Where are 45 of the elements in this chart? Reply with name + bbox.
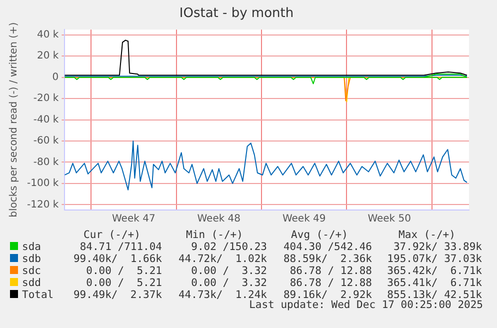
text: 0.00 / 3.32 [190,277,267,289]
text: 0.00 / 5.21 [85,277,162,289]
y-tick-label: -120 k [26,199,59,210]
text: Max (-/+) [398,229,456,241]
text: 0.00 / 5.21 [85,265,162,277]
x-tick-label: Week 47 [112,214,156,225]
y-tick-label: 40 k [36,30,59,40]
legend-label: Total [21,289,55,301]
text: 37.92k/ 33.89k [392,241,482,253]
text: Min (-/+) [185,229,244,241]
x-tick-label: Week 49 [282,214,326,225]
legend-label: sdc [21,265,42,277]
x-tick-label: Week 48 [197,214,241,225]
text: Last update: Wed Dec 17 00:25:00 2025 [249,299,483,311]
text: 99.40k/ 1.66k [72,253,162,265]
text: 99.49k/ 2.37k [72,289,162,301]
y-axis-title: blocks per second read (-) / written (+) [8,22,20,218]
text: 44.72k/ 1.02k [177,253,267,265]
text: 0.00 / 3.32 [190,265,267,277]
text: 89.16k/ 2.92k [283,289,372,301]
text: Cur (-/+) [82,229,142,241]
y-tick-label: 20 k [36,50,59,62]
legend-label: sda [21,241,42,253]
y-tick-label: 0 [52,72,59,83]
text: 84.71 /711.04 [78,241,162,253]
y-tick-label: -100 k [26,178,59,190]
text: 86.78 / 12.88 [288,277,372,289]
y-tick-label: -40 k [33,114,59,126]
text: 365.41k/ 6.71k [386,277,482,289]
text: 404.30 /542.46 [282,241,372,253]
text: Avg (-/+) [290,229,349,241]
text: 86.78 / 12.88 [288,265,372,277]
chart-title: IOstat - by month [179,6,294,22]
x-tick-label: Week 50 [368,214,412,225]
text: 44.73k/ 1.24k [177,289,267,301]
y-tick-label: -60 k [33,136,59,147]
y-tick-label: -80 k [33,156,59,168]
text: 855.13k/ 42.51k [387,289,482,301]
legend-label: sdd [21,277,42,289]
text: 9.02 /150.23 [190,241,267,253]
text: 195.07k/ 37.03k [386,253,482,265]
y-tick-label: -20 k [33,93,59,104]
text: 365.42k/ 6.71k [386,265,482,277]
legend-label: sdb [21,253,42,265]
text: 88.59k/ 2.36k [282,253,372,265]
